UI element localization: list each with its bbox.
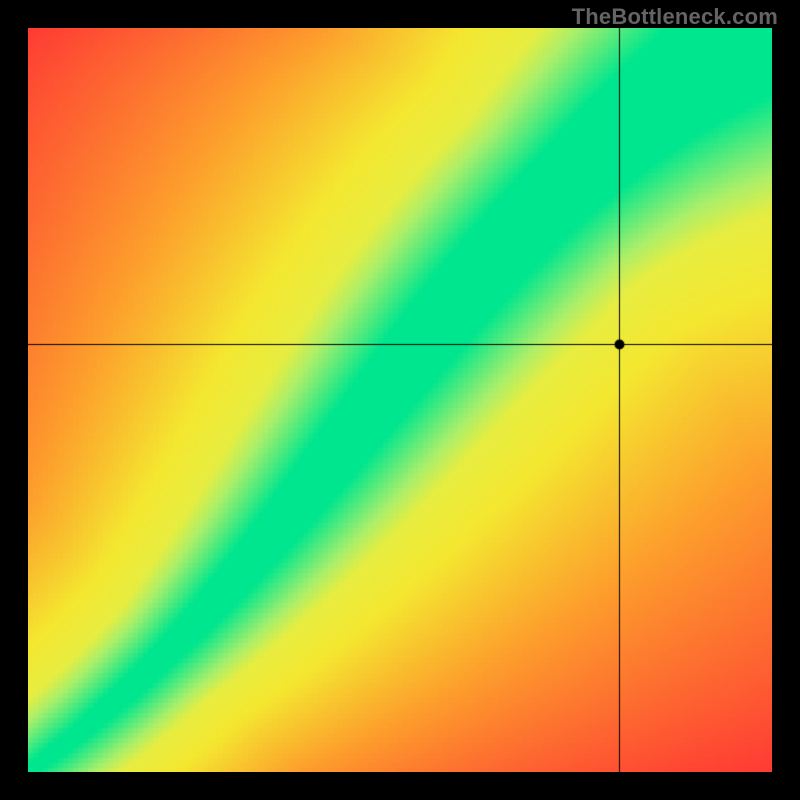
watermark-label: TheBottleneck.com: [572, 4, 778, 30]
bottleneck-heatmap: [28, 28, 772, 772]
